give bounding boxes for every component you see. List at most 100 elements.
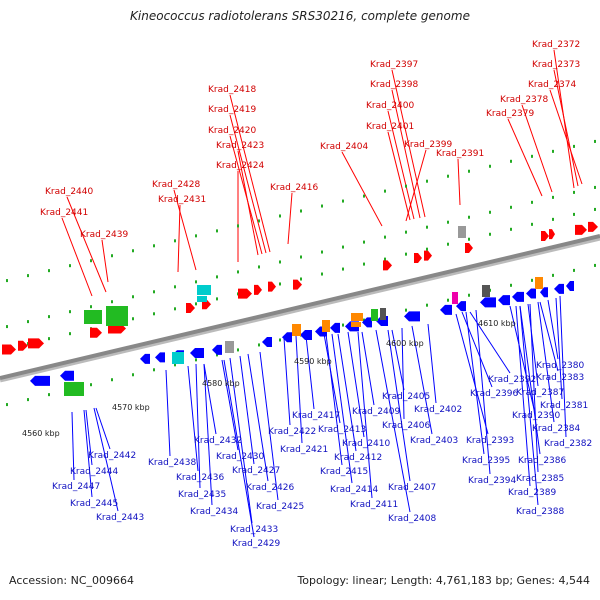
gene-leader-line	[405, 149, 427, 222]
track-dot	[174, 363, 176, 367]
feature-box	[452, 292, 458, 304]
track-dot	[279, 260, 281, 264]
feature-box	[106, 306, 128, 320]
gene-label: Krad_2429	[232, 539, 281, 549]
track-dot	[594, 263, 596, 267]
gene-label: Krad_2443	[96, 513, 144, 523]
feature-box	[197, 285, 211, 295]
gene-leader-line	[187, 365, 199, 472]
feature-box	[322, 320, 330, 332]
reverse-gene	[512, 291, 524, 302]
feature-box	[225, 341, 234, 353]
reverse-gene	[456, 301, 466, 312]
track-dot	[573, 268, 575, 272]
gene-leader-line	[347, 331, 365, 438]
track-dot	[447, 220, 449, 224]
forward-gene	[414, 253, 422, 264]
gene-leader-line	[411, 325, 433, 435]
track-dot	[27, 398, 29, 402]
gene-leader-line	[229, 114, 267, 254]
reverse-gene	[30, 375, 50, 386]
reverse-gene	[262, 336, 272, 347]
reverse-gene	[498, 295, 510, 306]
gene-label: Krad_2434	[190, 507, 239, 517]
gene-leader-line	[295, 335, 303, 444]
gene-leader-line	[387, 329, 411, 482]
accession-text: Accession: NC_009664	[9, 574, 135, 587]
track-dot	[426, 225, 428, 229]
reverse-gene	[362, 317, 372, 328]
track-dot	[405, 184, 407, 188]
track-dot	[468, 237, 470, 241]
gene-leader-line	[375, 329, 411, 513]
track-dot	[90, 305, 92, 309]
scale-label: 4560 kbp	[22, 429, 60, 438]
gene-label: Krad_2442	[88, 451, 136, 461]
gene-leader-line	[391, 69, 426, 218]
track-dot	[48, 393, 50, 397]
gene-leader-line	[165, 369, 171, 457]
gene-label: Krad_2420	[208, 126, 257, 136]
gene-leader-line	[203, 363, 217, 435]
forward-gene	[465, 242, 473, 253]
track-dot	[363, 262, 365, 266]
feature-box	[351, 322, 361, 327]
gene-label: Krad_2444	[70, 467, 119, 477]
scale-label: 4570 kbp	[112, 403, 150, 412]
track-dot	[216, 275, 218, 279]
track-dot	[195, 358, 197, 362]
track-dot	[447, 242, 449, 246]
feature-box	[371, 309, 378, 321]
track-dot	[321, 204, 323, 208]
gene-label: Krad_2426	[246, 483, 295, 493]
gene-label: Krad_2405	[382, 392, 430, 402]
gene-leader-line	[323, 333, 341, 424]
reverse-gene	[212, 344, 222, 355]
forward-gene	[18, 340, 28, 351]
track-dot	[300, 277, 302, 281]
genome-backbone	[0, 234, 600, 380]
reverse-gene	[155, 352, 165, 363]
forward-gene	[186, 302, 195, 313]
gene-label: Krad_2435	[178, 490, 226, 500]
track-dot	[363, 194, 365, 198]
gene-leader-line	[61, 217, 93, 297]
gene-leader-line	[537, 301, 555, 423]
track-dot	[153, 368, 155, 372]
gene-label: Krad_2385	[516, 474, 564, 484]
track-dot	[342, 267, 344, 271]
track-dot	[489, 164, 491, 168]
track-dot	[342, 245, 344, 249]
track-dot	[132, 249, 134, 253]
gene-label: Krad_2438	[148, 458, 197, 468]
gene-label: Krad_2428	[152, 180, 201, 190]
genome-summary: Topology: linear; Length: 4,761,183 bp; …	[297, 574, 590, 587]
track-dot	[216, 353, 218, 357]
track-dot	[216, 297, 218, 301]
gene-leader-line	[515, 305, 531, 487]
gene-leader-line	[519, 305, 539, 506]
gene-leader-line	[427, 323, 437, 404]
gene-label: Krad_2416	[270, 183, 319, 193]
gene-label: Krad_2432	[194, 436, 242, 446]
forward-gene	[2, 344, 16, 355]
gene-leader-line	[391, 329, 405, 391]
gene-label: Krad_2414	[330, 485, 379, 495]
gene-leader-line	[66, 196, 107, 293]
gene-leader-line	[203, 363, 213, 506]
gene-leader-line	[475, 309, 491, 475]
track-dot	[510, 205, 512, 209]
gene-label: Krad_2389	[508, 488, 557, 498]
gene-label: Krad_2381	[540, 401, 588, 411]
track-dot	[552, 195, 554, 199]
track-dot	[69, 332, 71, 336]
gene-leader-line	[521, 104, 553, 193]
reverse-gene	[330, 322, 340, 333]
track-dot	[27, 320, 29, 324]
track-dot	[174, 285, 176, 289]
scale-label: 4580 kbp	[202, 379, 240, 388]
gene-leader-line	[507, 118, 543, 197]
gene-label: Krad_2388	[516, 507, 565, 517]
track-dot	[216, 229, 218, 233]
track-dot	[489, 232, 491, 236]
